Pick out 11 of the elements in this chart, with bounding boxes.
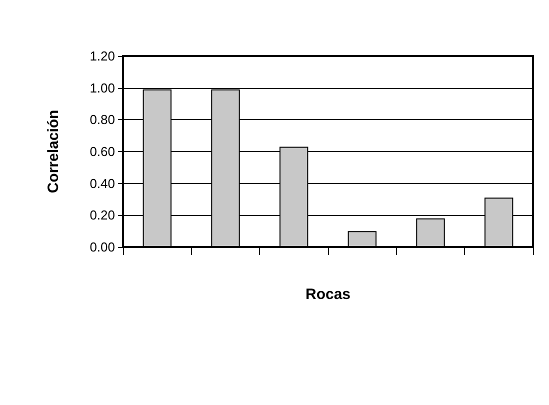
- bar: [348, 231, 377, 247]
- y-tick-label: 0.80: [90, 112, 115, 128]
- y-tick-label: 0.20: [90, 208, 115, 223]
- bar: [416, 218, 445, 247]
- y-tick-label: 0.00: [90, 240, 115, 254]
- y-tick-label: 1.00: [90, 80, 115, 96]
- y-tick-label: 0.60: [90, 144, 115, 159]
- y-tick-label: 0.40: [90, 176, 115, 191]
- x-axis-title: Rocas: [305, 286, 351, 303]
- y-tick-label: 1.20: [90, 48, 115, 64]
- y-axis-title: Correlación: [45, 110, 62, 194]
